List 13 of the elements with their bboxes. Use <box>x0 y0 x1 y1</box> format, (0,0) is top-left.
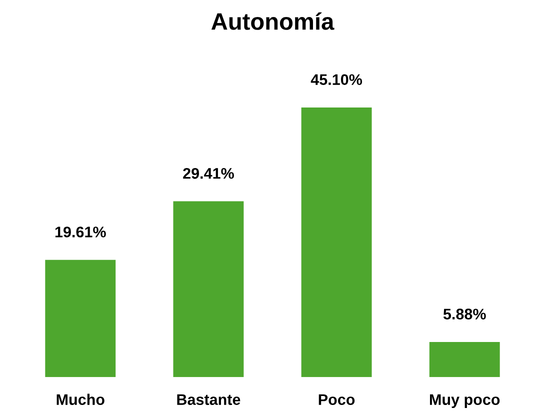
bar <box>45 260 116 378</box>
bar <box>429 342 500 378</box>
bar <box>301 107 372 378</box>
x-tick-label: Muy poco <box>430 394 500 408</box>
x-tick-label: Poco <box>318 394 355 405</box>
data-label: 29.41% <box>183 168 234 179</box>
data-label: 45.10% <box>310 74 362 86</box>
data-label: 5.88% <box>443 308 486 320</box>
chart-title: Autonomía <box>211 12 334 30</box>
bar <box>173 201 244 378</box>
data-label: 19.61% <box>55 226 106 238</box>
x-tick-label: Bastante <box>177 394 240 405</box>
x-tick-label: Mucho <box>56 394 104 405</box>
